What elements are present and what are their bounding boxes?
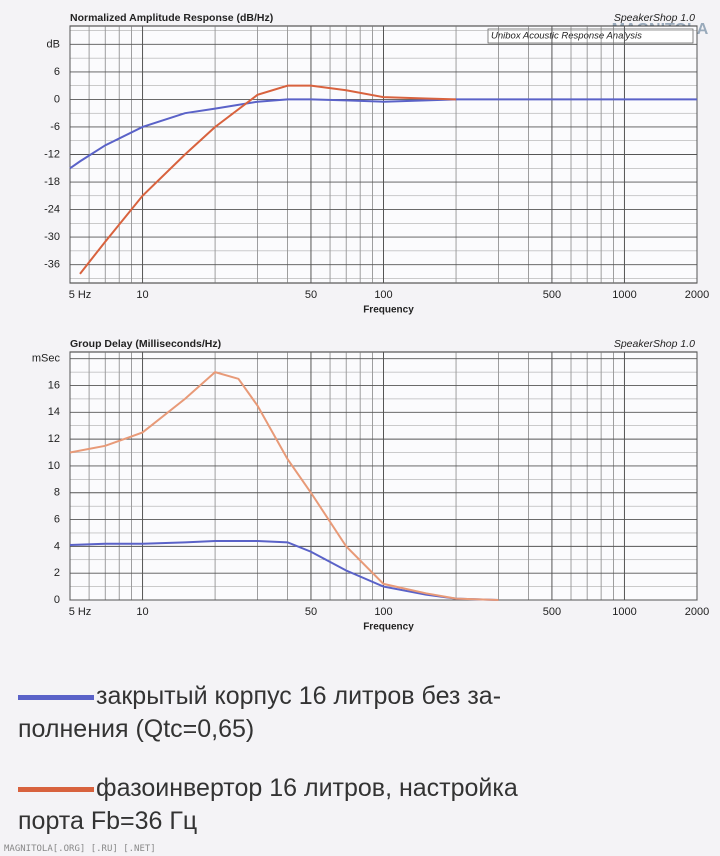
x-axis-label: Frequency	[363, 622, 414, 633]
chart-title: Normalized Amplitude Response (dB/Hz)	[70, 12, 273, 24]
y-tick-label: 16	[48, 379, 60, 391]
y-tick-label: 14	[48, 406, 60, 418]
y-tick-label: -18	[44, 176, 60, 188]
chart-title: Group Delay (Milliseconds/Hz)	[70, 338, 221, 350]
y-tick-label: -36	[44, 259, 60, 271]
y-tick-label: -12	[44, 148, 60, 160]
y-tick-label: 6	[54, 66, 60, 78]
legend-swatch	[18, 694, 94, 700]
y-tick-label: 8	[54, 487, 60, 499]
y-tick-label: -30	[44, 231, 60, 243]
x-tick-label: 5 Hz	[69, 606, 92, 618]
x-tick-label: 100	[374, 606, 392, 618]
y-tick-label: 0	[54, 594, 60, 606]
x-tick-label: 10	[136, 606, 148, 618]
y-tick-label: mSec	[32, 353, 61, 365]
y-tick-label: 2	[54, 567, 60, 579]
x-tick-label: 100	[374, 289, 392, 301]
x-tick-label: 50	[305, 289, 317, 301]
y-tick-label: -24	[44, 203, 60, 215]
x-tick-label: 2000	[685, 289, 709, 301]
charts: MAGNITOLA Normalized Amplitude Response …	[32, 12, 709, 633]
x-tick-label: 500	[543, 289, 561, 301]
series-line	[69, 540, 499, 601]
y-tick-label: dB	[47, 38, 60, 50]
legend-swatch	[18, 786, 94, 792]
series-line	[69, 370, 499, 601]
watermark: SpeakerShop 1.0	[614, 12, 695, 24]
y-tick-label: 12	[48, 433, 60, 445]
legend-item: закрытый корпус 16 литров без за- полнен…	[18, 680, 501, 746]
x-tick-label: 50	[305, 606, 317, 618]
subtitle-box	[487, 28, 694, 44]
y-tick-label: 0	[54, 93, 60, 105]
x-tick-label: 1000	[612, 606, 636, 618]
x-tick-label: 2000	[685, 606, 709, 618]
y-tick-label: 4	[54, 540, 60, 552]
subtitle: Unibox Acoustic Response Analysis	[491, 31, 642, 42]
x-tick-label: 10	[136, 289, 148, 301]
y-tick-label: 6	[54, 513, 60, 525]
x-tick-label: 5 Hz	[69, 289, 92, 301]
footer: MAGNITOLA[.ORG] [.RU] [.NET]	[4, 844, 156, 854]
legend-label: фазоинвертор 16 литров, настройка порта …	[18, 774, 518, 835]
watermark: SpeakerShop 1.0	[614, 338, 695, 350]
x-axis-label: Frequency	[363, 305, 414, 316]
legend-label: закрытый корпус 16 литров без за- полнен…	[18, 682, 502, 743]
y-tick-label: -6	[50, 121, 60, 133]
x-tick-label: 1000	[612, 289, 636, 301]
y-tick-label: 10	[48, 460, 60, 472]
series-line	[79, 84, 457, 275]
series-line	[69, 98, 697, 170]
legend-item: фазоинвертор 16 литров, настройка порта …	[18, 772, 518, 838]
x-tick-label: 500	[543, 606, 561, 618]
